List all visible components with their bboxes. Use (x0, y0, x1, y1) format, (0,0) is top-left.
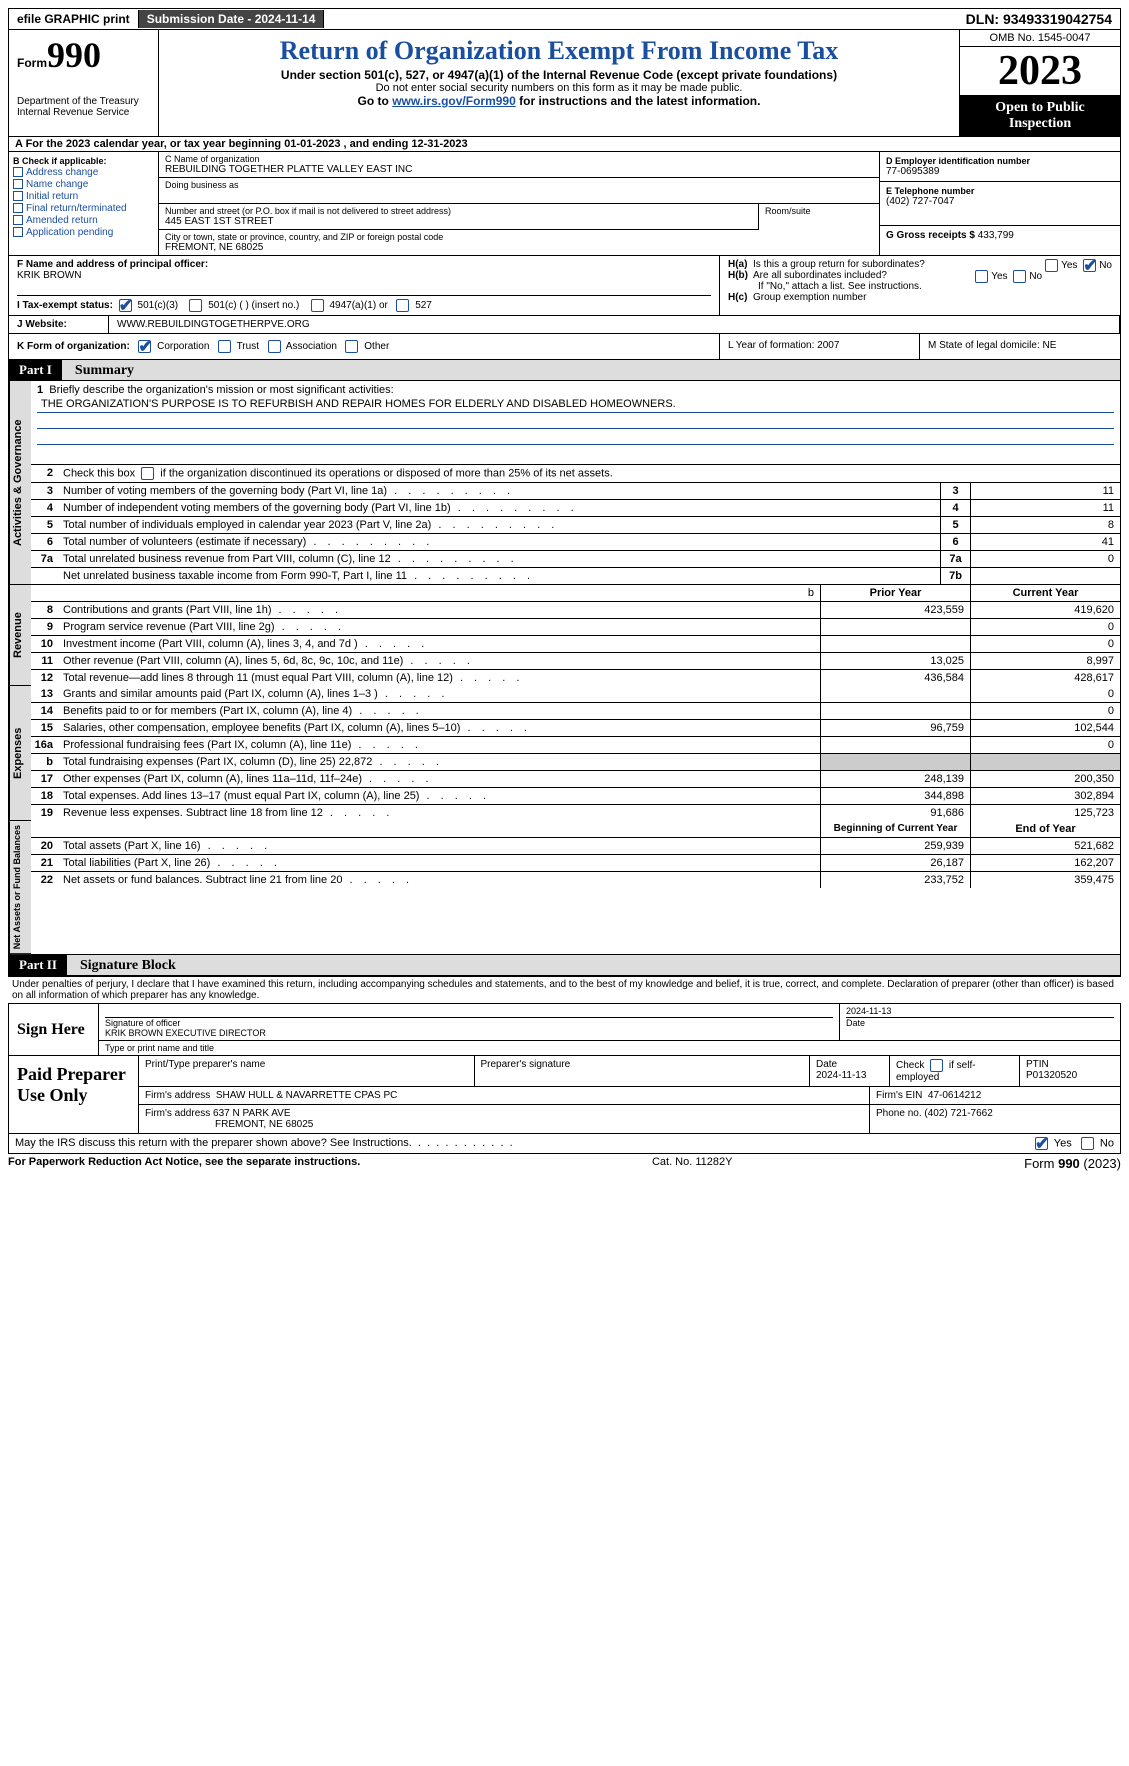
k-assoc[interactable] (268, 340, 281, 353)
summary-row: 18Total expenses. Add lines 13–17 (must … (31, 788, 1120, 805)
summary-row: 16aProfessional fundraising fees (Part I… (31, 737, 1120, 754)
k-other[interactable] (345, 340, 358, 353)
dln-text: DLN: 93493319042754 (958, 9, 1120, 29)
summary-row: 21Total liabilities (Part X, line 26) . … (31, 855, 1120, 872)
netassets-section: Net Assets or Fund Balances Beginning of… (8, 821, 1121, 955)
hb-no[interactable] (1013, 270, 1026, 283)
form-header: Form990 Department of the Treasury Inter… (8, 30, 1121, 137)
discuss-row: May the IRS discuss this return with the… (8, 1134, 1121, 1154)
expenses-section: Expenses 13Grants and similar amounts pa… (8, 686, 1121, 821)
subtitle-3: Go to www.irs.gov/Form990 for instructio… (167, 94, 951, 108)
tax-year: 2023 (960, 47, 1120, 96)
sign-here-block: Sign Here Signature of officerKRIK BROWN… (8, 1003, 1121, 1056)
ha-yes[interactable] (1045, 259, 1058, 272)
vlabel-governance: Activities & Governance (9, 381, 31, 585)
section-fh: F Name and address of principal officer:… (8, 256, 1121, 316)
mission-text: THE ORGANIZATION'S PURPOSE IS TO REFURBI… (37, 396, 1114, 413)
governance-section: Activities & Governance 1 Briefly descri… (8, 381, 1121, 585)
section-bcd: B Check if applicable: Address changeNam… (8, 152, 1121, 256)
summary-row: 20Total assets (Part X, line 16) . . . .… (31, 838, 1120, 855)
box-b-item[interactable]: Name change (13, 179, 154, 190)
vlabel-revenue: Revenue (9, 585, 31, 686)
summary-row: 8Contributions and grants (Part VIII, li… (31, 602, 1120, 619)
summary-row: bTotal fundraising expenses (Part IX, co… (31, 754, 1120, 771)
footer: For Paperwork Reduction Act Notice, see … (8, 1154, 1121, 1171)
form-title: Return of Organization Exempt From Incom… (167, 36, 951, 66)
summary-row: 11Other revenue (Part VIII, column (A), … (31, 653, 1120, 670)
top-bar: efile GRAPHIC print Submission Date - 20… (8, 8, 1121, 30)
omb-number: OMB No. 1545-0047 (960, 30, 1120, 47)
dept-text: Department of the Treasury Internal Reve… (17, 96, 150, 118)
row-k: K Form of organization: Corporation Trus… (8, 334, 1121, 360)
k-trust[interactable] (218, 340, 231, 353)
checkbox-527[interactable] (396, 299, 409, 312)
box-c: C Name of organizationREBUILDING TOGETHE… (159, 152, 880, 255)
box-b-item[interactable]: Initial return (13, 191, 154, 202)
submission-button[interactable]: Submission Date - 2024-11-14 (139, 10, 325, 28)
vlabel-netassets: Net Assets or Fund Balances (9, 821, 31, 954)
l2-checkbox[interactable] (141, 467, 154, 480)
irs-link[interactable]: www.irs.gov/Form990 (392, 94, 516, 108)
part2-header: Part II Signature Block (8, 955, 1121, 976)
summary-row: 13Grants and similar amounts paid (Part … (31, 686, 1120, 703)
row-j-website: J Website: WWW.REBUILDINGTOGETHERPVE.ORG (8, 316, 1121, 334)
ha-no[interactable] (1083, 259, 1096, 272)
summary-row: 14Benefits paid to or for members (Part … (31, 703, 1120, 720)
k-corp[interactable] (138, 340, 151, 353)
summary-row: 15Salaries, other compensation, employee… (31, 720, 1120, 737)
summary-row: 9Program service revenue (Part VIII, lin… (31, 619, 1120, 636)
revenue-section: Revenue bPrior YearCurrent Year 8Contrib… (8, 585, 1121, 686)
box-b-item[interactable]: Address change (13, 167, 154, 178)
part1-header: Part I Summary (8, 360, 1121, 381)
summary-row: 12Total revenue—add lines 8 through 11 (… (31, 670, 1120, 686)
row-a-period: A For the 2023 calendar year, or tax yea… (8, 137, 1121, 152)
efile-button[interactable]: efile GRAPHIC print (9, 10, 139, 28)
signature-declaration: Under penalties of perjury, I declare th… (8, 976, 1121, 1003)
checkbox-501c3[interactable] (119, 299, 132, 312)
box-d: D Employer identification number77-06953… (880, 152, 1120, 255)
vlabel-expenses: Expenses (9, 686, 31, 821)
checkbox-501c[interactable] (189, 299, 202, 312)
summary-row: 17Other expenses (Part IX, column (A), l… (31, 771, 1120, 788)
summary-row: Net unrelated business taxable income fr… (31, 568, 1120, 585)
form-number: Form990 (17, 34, 150, 76)
summary-row: 3Number of voting members of the governi… (31, 483, 1120, 500)
checkbox-4947[interactable] (311, 299, 324, 312)
box-b-item[interactable]: Final return/terminated (13, 203, 154, 214)
subtitle-1: Under section 501(c), 527, or 4947(a)(1)… (167, 68, 951, 82)
summary-row: 5Total number of individuals employed in… (31, 517, 1120, 534)
summary-row: 19Revenue less expenses. Subtract line 1… (31, 805, 1120, 821)
discuss-no[interactable] (1081, 1137, 1094, 1150)
self-employed-cb[interactable] (930, 1059, 943, 1072)
paid-preparer-block: Paid Preparer Use Only Print/Type prepar… (8, 1056, 1121, 1134)
summary-row: 22Net assets or fund balances. Subtract … (31, 872, 1120, 888)
box-b-item[interactable]: Application pending (13, 227, 154, 238)
hb-yes[interactable] (975, 270, 988, 283)
summary-row: 7aTotal unrelated business revenue from … (31, 551, 1120, 568)
discuss-yes[interactable] (1035, 1137, 1048, 1150)
summary-row: 6Total number of volunteers (estimate if… (31, 534, 1120, 551)
box-b-item[interactable]: Amended return (13, 215, 154, 226)
box-b: B Check if applicable: Address changeNam… (9, 152, 159, 255)
summary-row: 10Investment income (Part VIII, column (… (31, 636, 1120, 653)
open-inspection: Open to Public Inspection (960, 96, 1120, 136)
summary-row: 4Number of independent voting members of… (31, 500, 1120, 517)
subtitle-2: Do not enter social security numbers on … (167, 82, 951, 94)
